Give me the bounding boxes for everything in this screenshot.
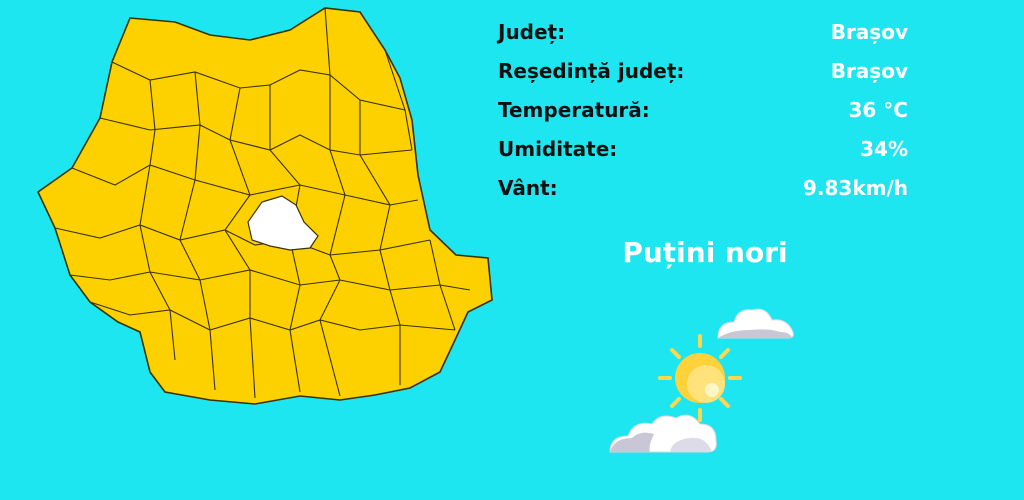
county-seat-row: Reședință județ: Brașov [498, 51, 908, 90]
wind-label: Vânt: [498, 175, 558, 200]
selected-county-brasov[interactable] [247, 195, 319, 251]
weather-description: Puțini nori [622, 236, 788, 269]
county-seat-label: Reședință județ: [498, 58, 685, 83]
sun-with-clouds-icon [609, 308, 794, 453]
temperature-label: Temperatură: [498, 97, 650, 122]
county-label: Județ: [498, 19, 566, 44]
romania-counties-map[interactable] [0, 0, 500, 430]
humidity-label: Umiditate: [498, 136, 618, 161]
humidity-value: 34% [860, 136, 908, 161]
county-info-panel: Județ: Brașov Reședință județ: Brașov Te… [498, 12, 908, 207]
temperature-value: 36 °C [848, 97, 908, 122]
county-seat-value: Brașov [830, 58, 908, 83]
cloud-icon [609, 414, 717, 453]
temperature-row: Temperatură: 36 °C [498, 90, 908, 129]
county-value: Brașov [830, 19, 908, 44]
wind-value: 9.83km/h [802, 175, 908, 200]
humidity-row: Umiditate: 34% [498, 129, 908, 168]
wind-row: Vânt: 9.83km/h [498, 168, 908, 207]
cloud-icon [717, 308, 794, 339]
county-row: Județ: Brașov [498, 12, 908, 51]
sun-icon [658, 334, 742, 422]
county-borders [54, 7, 471, 399]
